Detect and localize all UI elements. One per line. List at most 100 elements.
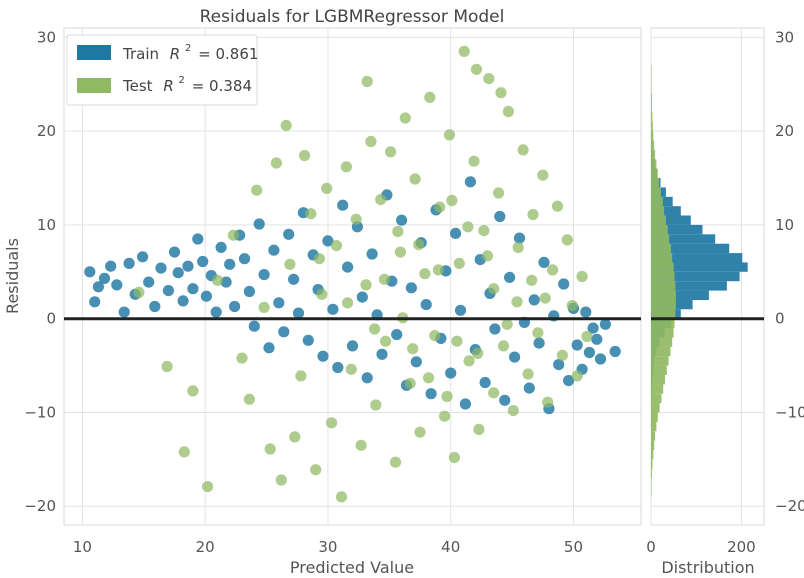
y-tick-labels: −20 −10 0 10 20 30 [24,28,56,515]
test-point [551,200,564,212]
test-point [419,268,431,280]
distribution-test-bar [651,131,654,141]
test-point [133,286,145,298]
train-point [410,356,422,368]
distribution-test-bar [651,159,657,169]
test-point [507,405,519,417]
chart-title: Residuals for LGBMRegressor Model [200,7,505,27]
legend-test-r2-value: = 0.384 [192,77,252,95]
train-point [220,276,232,288]
distribution-test-bar [651,309,676,319]
test-point [305,208,317,220]
train-point [268,244,280,256]
legend-test-r-label: R [163,77,173,95]
test-point [280,119,292,132]
right-y-tick-label: −10 [775,403,804,421]
distribution-train-bar [651,234,716,244]
test-point [258,301,270,313]
distribution-train-bar [651,243,730,254]
test-point [497,340,510,352]
test-point [270,157,282,169]
train-point [508,351,521,363]
test-point [473,423,485,435]
test-point [414,426,426,438]
test-point [462,221,474,233]
test-point [299,149,311,162]
train-point [391,329,403,341]
train-point [168,246,181,258]
test-point [453,257,465,269]
train-point [263,342,275,354]
test-point [441,390,453,403]
test-point [275,474,287,486]
train-point [177,295,189,307]
test-point [470,63,483,75]
train-point [366,248,378,260]
train-point [258,269,270,281]
train-point [571,339,583,351]
distribution-test-bar [651,318,675,329]
train-point [580,306,592,318]
distribution-test-bar [651,487,652,497]
test-point [202,481,214,493]
train-point [283,228,295,240]
train-point [317,350,329,362]
test-point [432,264,444,276]
distribution-x-tick-label: 0 [646,538,656,556]
test-point [556,349,569,361]
distribution-axis-label: Distribution [661,558,754,577]
distribution-test-bar [651,65,652,75]
train-point [182,260,194,272]
test-point [561,234,573,246]
test-point [236,352,248,364]
test-point [310,464,322,476]
train-point [210,306,222,318]
test-point [468,155,480,167]
distribution-train-bar [651,253,743,263]
distribution-test-bar [651,450,654,460]
test-point [547,264,559,276]
train-point [609,345,621,358]
distribution-test-bar [651,375,665,385]
right-y-tick-label: −20 [775,497,804,515]
x-axis-label: Predicted Value [290,558,414,577]
train-point [197,255,209,268]
train-point [420,299,432,311]
test-point [330,240,343,252]
right-y-tick-label: 30 [775,28,794,46]
test-point [495,87,507,99]
test-point [532,327,544,339]
test-point [581,330,593,343]
distribution-test-bar [651,271,675,282]
test-point [385,146,397,158]
test-point [321,182,333,194]
distribution-test-bar [651,93,652,103]
y-tick-label: 0 [46,310,56,328]
test-point [522,368,534,380]
train-point [162,285,174,297]
test-point [424,91,436,103]
distribution-test-bar [651,206,665,216]
test-point [316,288,328,300]
test-point [434,201,446,213]
train-point [143,276,155,288]
legend-train-superscript: 2 [185,43,191,54]
test-point [365,135,377,148]
distribution-test-bar [651,290,676,300]
y-tick-label: 10 [37,216,56,234]
train-point [479,376,491,389]
test-point [502,105,514,118]
train-point [594,353,607,365]
train-point [513,232,526,244]
test-point [360,279,372,291]
train-point [337,199,349,211]
train-point [273,297,285,309]
train-point [224,258,236,270]
train-point [591,333,603,345]
distribution-test-bar [651,299,676,310]
test-point [448,451,460,464]
distribution-test-bar [651,337,673,347]
test-point [451,335,463,347]
train-point [528,294,540,306]
train-point [405,282,417,294]
